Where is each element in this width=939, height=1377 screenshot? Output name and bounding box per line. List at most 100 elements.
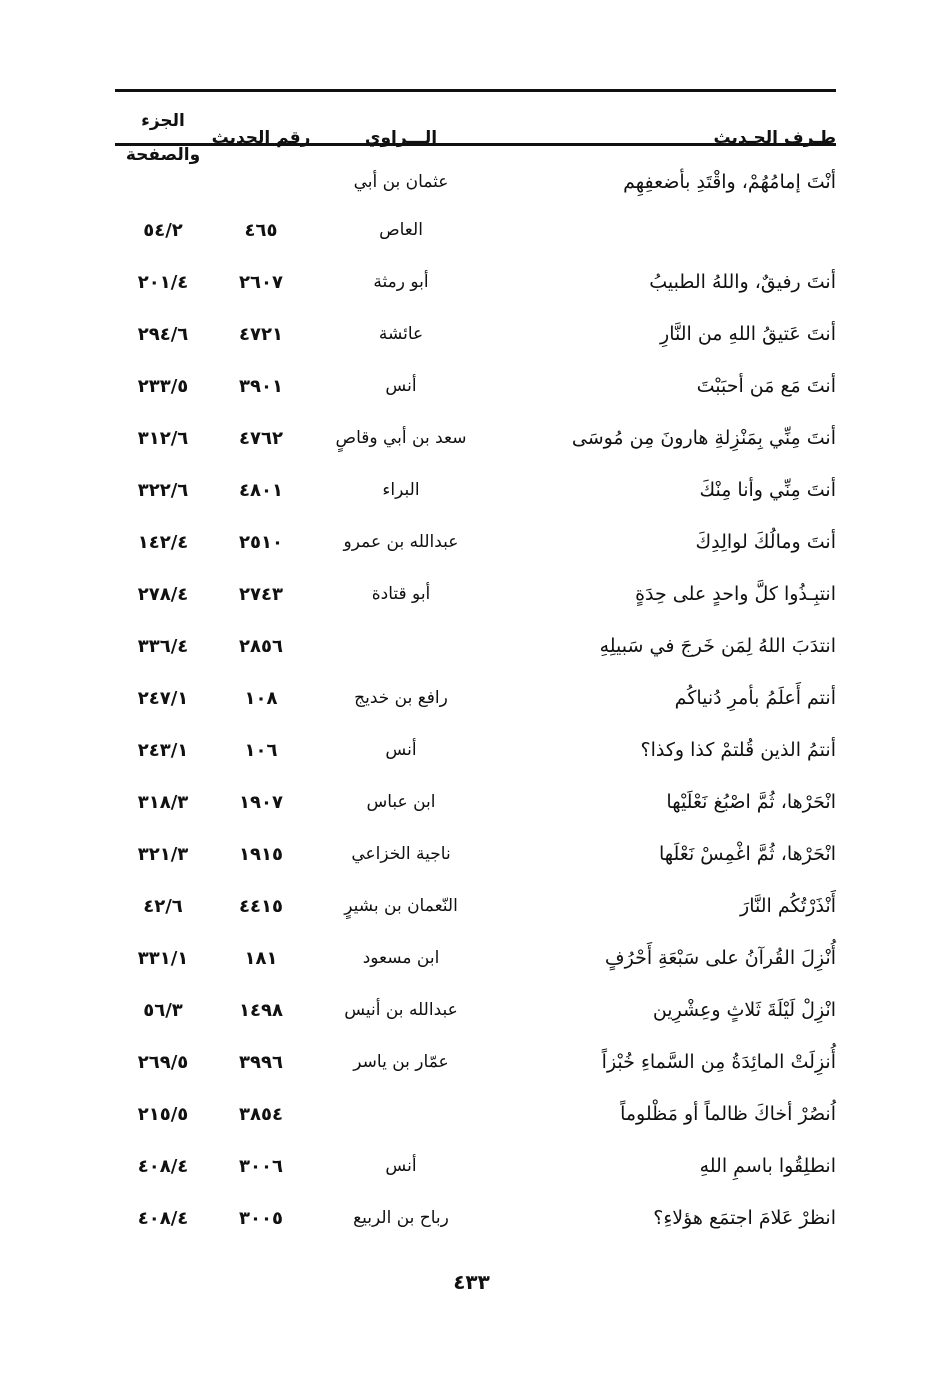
- hadith-number: ٣٩٩٦: [239, 1051, 283, 1073]
- header-volume-page: الجزء والصفحة: [125, 111, 201, 165]
- table-row: أنتَ رفيقٌ، واللهُ الطبيبُ أبو رمثة ٢٦٠٧ ٢٠…: [115, 256, 836, 308]
- table-row: انْزِلْ لَيْلَةَ ثَلاثٍ وعِشْرِين عبدالله…: [115, 984, 836, 1036]
- hadith-text: أنْتَ إمامُهُمْ، واقْتَدِ بأضعفِهِم: [623, 171, 836, 193]
- narrator: عائشة: [378, 324, 424, 344]
- hadith-number: ١٩١٥: [239, 843, 283, 865]
- table-row: أنْتَ إمامُهُمْ، واقْتَدِ بأضعفِهِم عثمان…: [115, 160, 836, 204]
- narrator: عبدالله بن عمرو: [343, 532, 459, 552]
- table-row: أَنْذَرْتُكُم النَّارَ النّعمان بن بشيرٍ ٤…: [115, 880, 836, 932]
- table-row: انْحَرْها، ثُمَّ اصْبُغ نَعْلَيْها ابن عب…: [115, 776, 836, 828]
- hadith-text: أنتَ مِنِّي وأنا مِنْكَ: [699, 479, 836, 501]
- volume-page: ٢٧٨/٤: [137, 583, 189, 605]
- hadith-number: ٣٠٠٦: [239, 1155, 283, 1177]
- page-number: ٤٣٣: [0, 1270, 939, 1294]
- hadith-text: أُنْزِلَ القُرآنُ على سَبْعَةِ أَحْرُفٍ: [604, 947, 836, 969]
- table-row: أُنْزِلَ القُرآنُ على سَبْعَةِ أَحْرُفٍ ا…: [115, 932, 836, 984]
- table-row: أُنزِلَتْ المائِدَةُ مِن السَّماءِ خُبْز…: [115, 1036, 836, 1088]
- narrator: رباح بن الربيع: [353, 1208, 449, 1228]
- narrator: عمّار بن ياسر: [353, 1052, 449, 1072]
- table-row: انطلِقُوا باسمِ اللهِ أنس ٣٠٠٦ ٤٠٨/٤: [115, 1140, 836, 1192]
- hadith-text: انطلِقُوا باسمِ اللهِ: [699, 1155, 836, 1177]
- hadith-number: ٢٦٠٧: [239, 271, 283, 293]
- volume-page: ٣٣٦/٤: [137, 635, 189, 657]
- hadith-number: ٣٩٠١: [239, 375, 283, 397]
- hadith-number: ٢٨٥٦: [239, 635, 283, 657]
- volume-page: ٢٤٣/١: [137, 739, 189, 761]
- volume-page: ٤٠٨/٤: [137, 1207, 189, 1229]
- hadith-number: ١٠٨: [244, 687, 278, 709]
- volume-page: ٣٢٢/٦: [137, 479, 189, 501]
- hadith-text: أنتم أَعلَمُ بأمرِ دُنياكُم: [674, 687, 836, 709]
- table-header: طـرف الحـديث الـــراوي رقم الحديث الجزء …: [115, 104, 836, 165]
- volume-page: ٢٦٩/٥: [137, 1051, 189, 1073]
- volume-page: ٣٣١/١: [137, 947, 189, 969]
- hadith-number: ٣٨٥٤: [239, 1103, 283, 1125]
- narrator: أبو قتادة: [371, 584, 431, 604]
- hadith-text: انتبِـذُوا كلَّ واحدٍ على حِدَةٍ: [635, 583, 836, 605]
- hadith-number: ١٠٦: [244, 739, 278, 761]
- table-row: انظرْ عَلامَ اجتمَع هؤلاءِ؟ رباح بن الربي…: [115, 1192, 836, 1244]
- volume-page: ٣١٨/٣: [137, 791, 189, 813]
- hadith-text: أَنْذَرْتُكُم النَّارَ: [740, 895, 836, 917]
- table-row: انْحَرْها، ثُمَّ اغْمِسْ نَعْلَها ناجية ا…: [115, 828, 836, 880]
- hadith-text: أنتَ رفيقٌ، واللهُ الطبيبُ: [649, 271, 836, 293]
- narrator: النّعمان بن بشيرٍ: [344, 896, 458, 916]
- narrator: ابن مسعود: [362, 948, 440, 968]
- hadith-text: أنتَ عَتيقُ اللهِ من النَّارِ: [660, 323, 836, 345]
- narrator: سعد بن أبي وقاصٍ: [335, 428, 467, 448]
- table-row: أنتَ مِنِّي وأنا مِنْكَ البراء ٤٨٠١ ٣٢٢/٦: [115, 464, 836, 516]
- header-narrator: الـــراوي: [364, 128, 438, 148]
- volume-page: ٥٦/٣: [143, 999, 183, 1021]
- hadith-text: انْحَرْها، ثُمَّ اصْبُغ نَعْلَيْها: [666, 791, 836, 813]
- hadith-number: ٢٧٤٣: [239, 583, 283, 605]
- volume-page: ٥٤/٢: [143, 219, 183, 241]
- hadith-text: أنتمُ الذين قُلتمْ كذا وكذا؟: [640, 739, 836, 761]
- top-rule: [115, 89, 836, 92]
- table-row: انتبِـذُوا كلَّ واحدٍ على حِدَةٍ أبو قتاد…: [115, 568, 836, 620]
- volume-page: ٤٢/٦: [143, 895, 183, 917]
- table-row: أنتَ ومالُكَ لوالِدِكَ عبدالله بن عمرو ٢٥١…: [115, 516, 836, 568]
- hadith-number: ٤٦٥: [244, 219, 278, 241]
- table-row: العاص ٤٦٥ ٥٤/٢: [115, 204, 836, 256]
- hadith-number: ١٤٩٨: [239, 999, 283, 1021]
- narrator: أنس: [385, 1156, 417, 1176]
- narrator: عثمان بن أبي: [353, 172, 449, 192]
- volume-page: ٢١٥/٥: [137, 1103, 189, 1125]
- volume-page: ٤٠٨/٤: [137, 1155, 189, 1177]
- volume-page: ٣١٢/٦: [137, 427, 189, 449]
- page-number-text: ٤٣٣: [453, 1270, 490, 1294]
- volume-page: ٢٤٧/١: [137, 687, 189, 709]
- hadith-text: أنتَ مَع مَن أحبَبْتَ: [696, 375, 836, 397]
- narrator: أنس: [385, 740, 417, 760]
- volume-page: ٣٢١/٣: [137, 843, 189, 865]
- hadith-number: ٤٧٢١: [239, 323, 283, 345]
- header-rule: [115, 143, 836, 146]
- table-row: أنتَ مِنِّي بِمَنْزِلةِ هارونَ مِن مُوسَ…: [115, 412, 836, 464]
- table-row: انتدَبَ اللهُ لِمَن خَرجَ في سَبيلِهِ ٢٨٥…: [115, 620, 836, 672]
- hadith-number: ١٩٠٧: [239, 791, 283, 813]
- narrator: ناجية الخزاعي: [351, 844, 451, 864]
- hadith-number: ٢٥١٠: [239, 531, 283, 553]
- header-hadith: طـرف الحـديث: [713, 128, 836, 148]
- volume-page: ٢٠١/٤: [137, 271, 189, 293]
- hadith-text: انظرْ عَلامَ اجتمَع هؤلاءِ؟: [653, 1207, 836, 1229]
- volume-page: ٢٣٣/٥: [137, 375, 189, 397]
- table-row: أنتمُ الذين قُلتمْ كذا وكذا؟ أنس ١٠٦ ٢٤٣/١: [115, 724, 836, 776]
- hadith-text: انتدَبَ اللهُ لِمَن خَرجَ في سَبيلِهِ: [599, 635, 836, 657]
- hadith-number: ٣٠٠٥: [239, 1207, 283, 1229]
- hadith-text: اُنصُرْ أخاكَ ظالماً أو مَظْلوماً: [620, 1103, 836, 1125]
- hadith-index-table: أنْتَ إمامُهُمْ، واقْتَدِ بأضعفِهِم عثمان…: [115, 160, 836, 1244]
- narrator: رافع بن خديج: [354, 688, 448, 708]
- narrator: عبدالله بن أنيس: [344, 1000, 458, 1020]
- volume-page: ١٤٢/٤: [137, 531, 189, 553]
- hadith-text: أُنزِلَتْ المائِدَةُ مِن السَّماءِ خُبْز…: [601, 1051, 836, 1073]
- header-number: رقم الحديث: [211, 128, 311, 148]
- hadith-number: ٤٧٦٢: [239, 427, 283, 449]
- narrator: أبو رمثة: [373, 272, 429, 292]
- table-row: أنتم أَعلَمُ بأمرِ دُنياكُم رافع بن خديج ١…: [115, 672, 836, 724]
- hadith-text: أنتَ ومالُكَ لوالِدِكَ: [695, 531, 836, 553]
- hadith-text: انْحَرْها، ثُمَّ اغْمِسْ نَعْلَها: [658, 843, 836, 865]
- narrator: العاص: [379, 220, 423, 240]
- hadith-number: ٤٤١٥: [239, 895, 283, 917]
- volume-page: ٢٩٤/٦: [137, 323, 189, 345]
